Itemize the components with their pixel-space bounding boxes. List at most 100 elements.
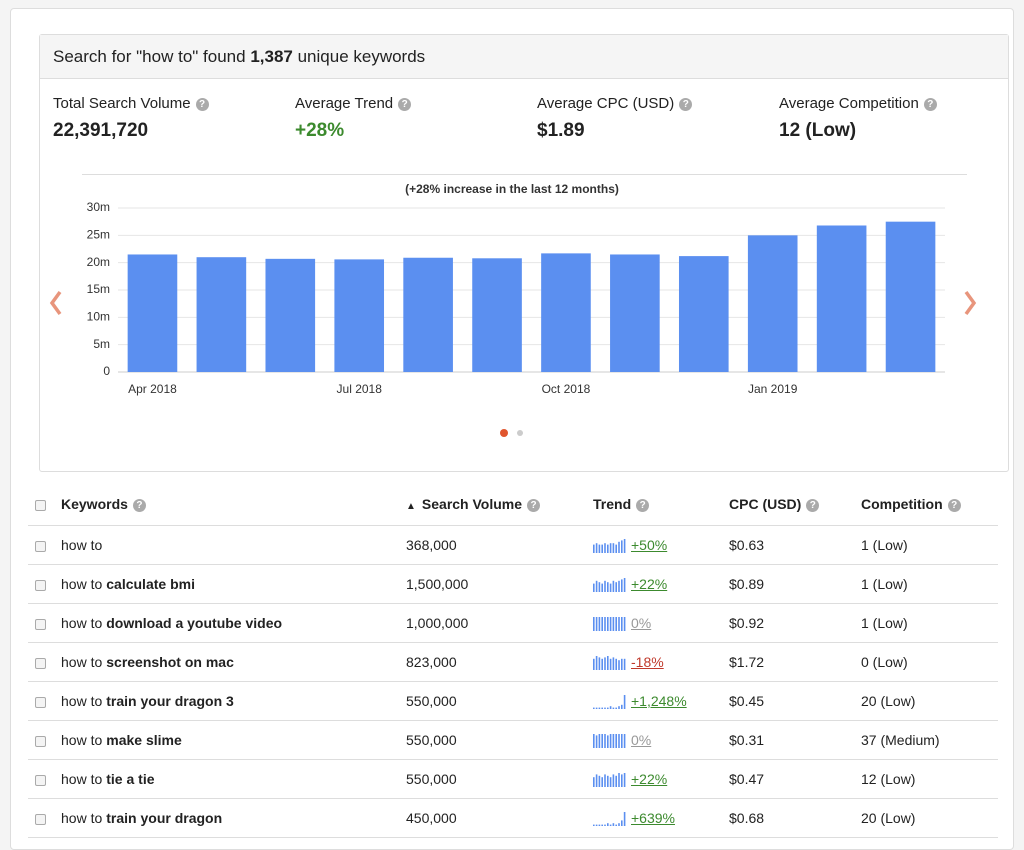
spark-bar <box>618 617 620 632</box>
search-volume: 1,000,000 <box>406 603 593 643</box>
checkbox[interactable] <box>35 579 46 591</box>
trend-cell: +22% <box>593 564 729 604</box>
help-icon[interactable]: ? <box>195 98 209 111</box>
spark-bar <box>615 824 617 827</box>
checkbox[interactable] <box>35 813 46 825</box>
keyword-cell: how to screenshot on mac <box>61 642 406 682</box>
row-select <box>28 603 61 643</box>
spark-bar <box>618 660 620 671</box>
trend-link[interactable]: -18% <box>631 653 664 670</box>
checkbox[interactable] <box>35 774 46 786</box>
checkbox[interactable] <box>35 618 46 630</box>
spark-bar <box>598 617 601 632</box>
page-dot[interactable] <box>500 429 508 437</box>
help-icon[interactable]: ? <box>923 98 937 111</box>
cpc: $0.89 <box>729 564 861 604</box>
spark-bar <box>609 777 612 788</box>
checkbox[interactable] <box>35 540 46 552</box>
column-header[interactable]: ▲ Search Volume? <box>406 483 593 526</box>
keyword-table: Keywords? ▲ Search Volume? Trend? CPC (US… <box>28 483 998 838</box>
column-header[interactable]: CPC (USD)? <box>729 483 861 526</box>
sparkline <box>593 617 626 632</box>
trend-link[interactable]: +50% <box>631 536 668 553</box>
help-icon[interactable]: ? <box>636 499 650 512</box>
keyword-cell: how to calculate bmi <box>61 564 406 604</box>
spark-bar <box>598 775 601 788</box>
trend-link[interactable]: +639% <box>631 809 675 826</box>
help-icon[interactable]: ? <box>806 499 820 512</box>
competition: 1 (Low) <box>861 525 998 565</box>
spark-bar <box>623 539 626 554</box>
spark-bar <box>615 734 617 749</box>
spark-bar <box>615 775 617 788</box>
spark-bar <box>623 578 626 593</box>
keyword-term: screenshot on mac <box>106 654 234 670</box>
stat-value: +28% <box>295 120 345 141</box>
spark-bar <box>601 824 603 827</box>
spark-bar <box>593 824 595 827</box>
spark-bar <box>618 541 620 554</box>
keyword-row: how to train your dragon 3 550,000 +1,248% $… <box>28 681 998 721</box>
prev-arrow[interactable] <box>49 290 62 316</box>
search-volume: 550,000 <box>406 720 593 760</box>
sort-icon: ▲ <box>406 501 416 512</box>
y-tick-label: 10m <box>87 310 110 324</box>
spark-bar <box>593 544 595 554</box>
y-tick-label: 25m <box>87 228 110 242</box>
chart-subtitle: (+28% increase in the last 12 months) <box>405 182 619 196</box>
trend-cell: 0% <box>593 603 729 643</box>
keyword-term: calculate bmi <box>106 576 195 592</box>
spark-bar <box>615 617 617 632</box>
spark-bar <box>618 580 620 593</box>
checkbox[interactable] <box>35 735 46 747</box>
checkbox[interactable] <box>35 657 46 669</box>
spark-bar <box>621 704 623 710</box>
column-title: Trend <box>593 496 632 512</box>
trend-link[interactable]: 0% <box>631 614 652 631</box>
search-volume: 550,000 <box>406 759 593 799</box>
keyword-term: download a youtube video <box>106 615 283 631</box>
column-title: Competition <box>861 496 943 512</box>
bar <box>816 225 867 372</box>
stat: Total Search Volume? 22,391,720 <box>53 95 209 142</box>
spark-bar <box>598 734 601 749</box>
trend-link[interactable]: +22% <box>631 575 668 592</box>
stat: Average Trend? +28% <box>295 95 412 142</box>
checkbox[interactable] <box>35 696 46 708</box>
spark-bar <box>593 734 595 749</box>
keyword-cell: how to train your dragon <box>61 798 406 838</box>
help-icon[interactable]: ? <box>132 499 146 512</box>
stat-label: Average CPC (USD) <box>537 95 675 112</box>
trend-link[interactable]: +22% <box>631 770 668 787</box>
help-icon[interactable]: ? <box>527 499 541 512</box>
stat: Average CPC (USD)? $1.89 <box>537 95 693 142</box>
row-select <box>28 720 61 760</box>
trend-link[interactable]: 0% <box>631 731 652 748</box>
next-arrow[interactable] <box>964 290 977 316</box>
trend-link[interactable]: +1,248% <box>631 692 687 709</box>
spark-bar <box>612 734 615 749</box>
page-dot[interactable] <box>517 430 523 436</box>
spark-bar <box>621 774 623 788</box>
select-all <box>28 483 61 526</box>
cpc: $0.31 <box>729 720 861 760</box>
spark-bar <box>598 707 601 710</box>
help-icon[interactable]: ? <box>947 499 961 512</box>
row-select <box>28 642 61 682</box>
competition: 37 (Medium) <box>861 720 998 760</box>
column-header[interactable]: Competition? <box>861 483 998 526</box>
keyword-prefix: how to <box>61 771 103 787</box>
column-title: Keywords <box>61 496 128 512</box>
help-icon[interactable]: ? <box>679 98 693 111</box>
search-volume: 823,000 <box>406 642 593 682</box>
checkbox[interactable] <box>35 499 46 511</box>
spark-bar <box>607 823 609 827</box>
spark-bar <box>612 580 615 593</box>
spark-bar <box>612 774 615 788</box>
column-header[interactable]: Trend? <box>593 483 729 526</box>
stat-label: Average Competition <box>779 95 919 112</box>
y-tick-label: 30m <box>87 200 110 214</box>
search-volume: 450,000 <box>406 798 593 838</box>
help-icon[interactable]: ? <box>398 98 412 111</box>
column-header[interactable]: Keywords? <box>61 483 406 526</box>
